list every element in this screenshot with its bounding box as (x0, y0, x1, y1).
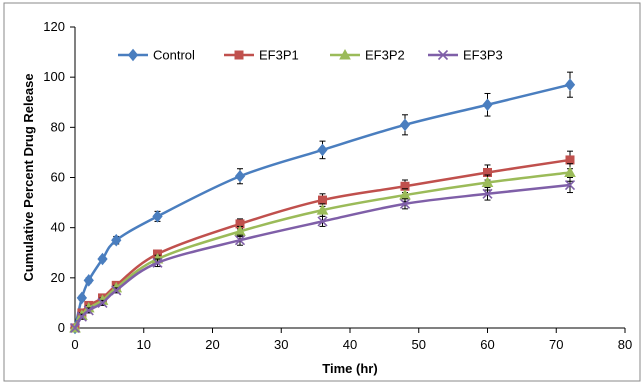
data-point-ef3p2 (481, 176, 494, 188)
data-point-ef3p1 (318, 195, 327, 205)
data-point-ef3p3 (399, 198, 411, 209)
data-point-ef3p1 (565, 155, 575, 165)
data-point-ef3p3 (111, 285, 122, 296)
data-point-ef3p3-stroke-b (234, 235, 246, 246)
data-point-control (564, 78, 576, 91)
data-point-ef3p3 (152, 257, 163, 268)
series-ef3p3 (69, 177, 576, 334)
data-point-ef3p2 (564, 166, 576, 177)
legend-item-control: Control (118, 48, 195, 63)
data-point-ef3p3-stroke-b (97, 297, 108, 308)
y-tick-label: 120 (43, 19, 65, 34)
x-tick-label: 80 (618, 337, 632, 352)
data-point-ef3p3 (482, 188, 493, 199)
x-tick-label: 10 (137, 337, 151, 352)
y-tick-label: 80 (51, 119, 65, 134)
data-point-ef3p2 (316, 204, 329, 215)
data-point-ef3p3 (69, 322, 81, 334)
y-tick-label: 0 (58, 320, 65, 335)
data-point-control (317, 143, 328, 157)
x-tick-label: 50 (412, 337, 426, 352)
data-point-ef3p3-stroke-b (69, 322, 81, 334)
y-tick-label: 20 (51, 270, 65, 285)
legend-marker-ef3p1 (234, 50, 244, 60)
data-point-ef3p3 (564, 179, 576, 191)
x-tick-label: 70 (549, 337, 563, 352)
legend-marker-control (127, 48, 139, 62)
data-point-ef3p3-stroke-b (482, 188, 493, 199)
data-point-ef3p3-stroke-b (152, 257, 163, 268)
legend-label-ef3p1: EF3P1 (259, 48, 299, 63)
series-layer (69, 71, 576, 335)
x-tick-label: 60 (480, 337, 494, 352)
legend-label-ef3p2: EF3P2 (365, 48, 405, 63)
data-point-ef3p3-stroke-b (564, 179, 576, 191)
chart-border (3, 2, 641, 382)
x-tick-label: 20 (205, 337, 219, 352)
x-tick-label: 0 (71, 337, 78, 352)
legend-marker-ef3p3-stroke-b (437, 49, 449, 61)
legend-marker-ef3p3 (437, 49, 449, 61)
legend-label-ef3p3: EF3P3 (463, 48, 503, 63)
data-point-control (482, 98, 493, 112)
legend-item-ef3p1: EF3P1 (224, 48, 299, 63)
legend-label-control: Control (153, 48, 195, 63)
data-point-ef3p3 (317, 216, 328, 227)
x-tick-label: 40 (343, 337, 357, 352)
data-point-ef3p3-stroke-b (399, 198, 411, 209)
data-point-ef3p3 (97, 297, 108, 308)
data-point-ef3p3-stroke-b (111, 285, 122, 296)
data-point-control (152, 210, 163, 223)
y-axis-title: Cumulative Percent Drug Release (21, 73, 36, 281)
data-point-control (97, 252, 108, 266)
legend-marker-ef3p2 (339, 48, 351, 60)
y-tick-label: 100 (43, 69, 65, 84)
x-axis-title: Time (hr) (322, 361, 377, 376)
data-point-ef3p3 (234, 235, 246, 246)
data-point-ef3p3-stroke-b (317, 216, 328, 227)
data-point-ef3p3-stroke-b (83, 305, 94, 316)
data-point-control (76, 291, 88, 305)
axes: 0 20 40 60 80 100 120 0 10 20 30 40 50 60 70 80 (43, 19, 632, 352)
data-point-control (399, 118, 411, 132)
y-tick-label: 40 (51, 220, 65, 235)
data-point-control (234, 169, 246, 183)
data-point-control (83, 274, 94, 287)
y-tick-label: 60 (51, 170, 65, 185)
legend-item-ef3p3: EF3P3 (428, 48, 503, 63)
data-point-ef3p3 (83, 305, 94, 316)
data-point-control (111, 233, 122, 247)
legend: Control EF3P1 EF3P2 EF3P3 (118, 48, 503, 63)
x-tick-label: 30 (274, 337, 288, 352)
legend-item-ef3p2: EF3P2 (330, 48, 405, 63)
